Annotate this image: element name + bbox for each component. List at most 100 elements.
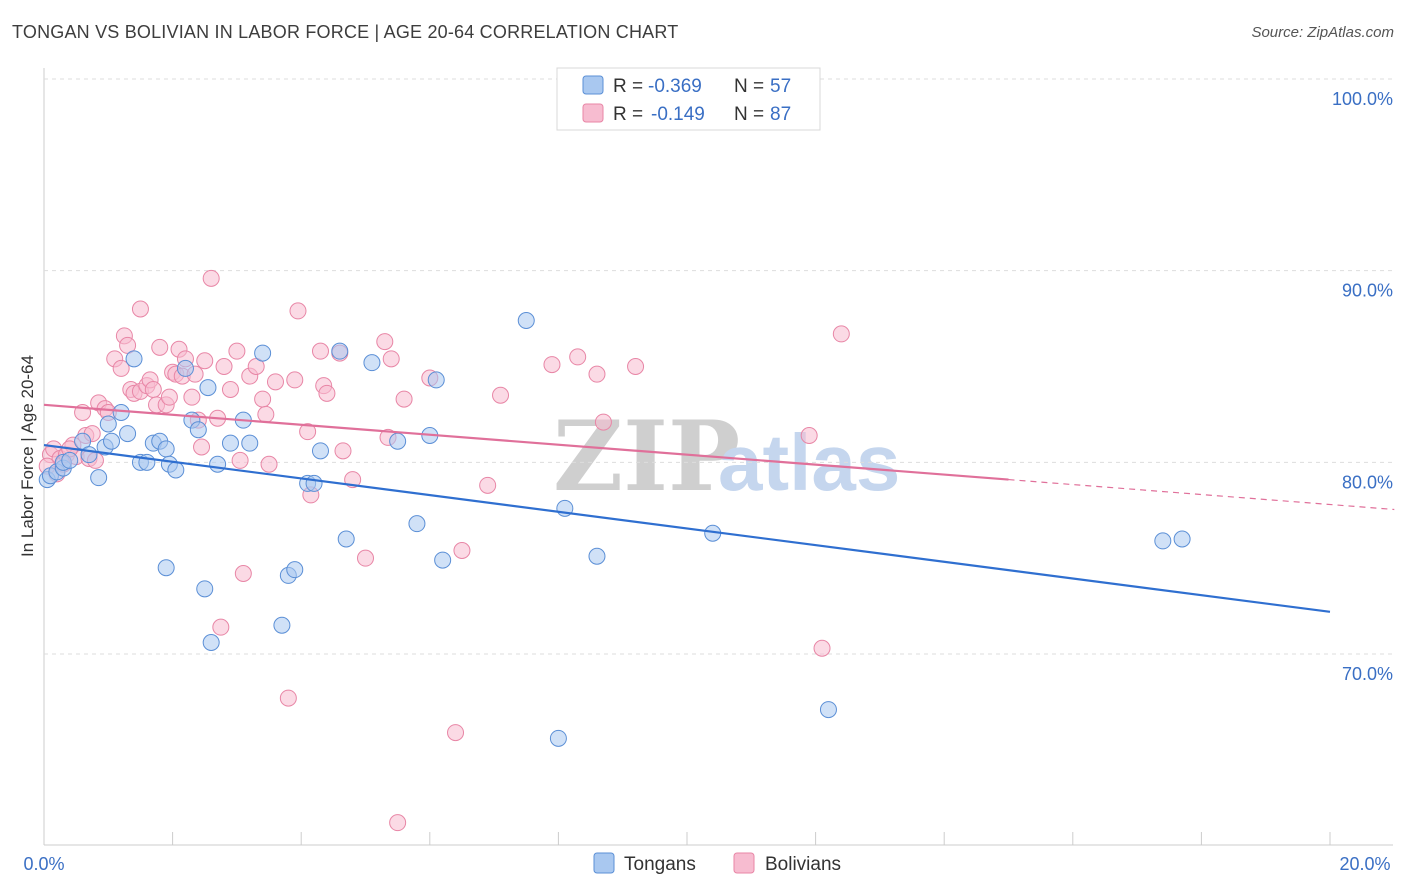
bolivian-trend-line xyxy=(43,403,1009,481)
tongan-point-48 xyxy=(517,312,535,329)
tongan-point-13 xyxy=(119,425,137,443)
bolivian-point-81 xyxy=(627,358,645,375)
tongan-point-7 xyxy=(80,446,98,464)
tongan-point-44 xyxy=(408,515,426,533)
tongans-legend-label: Tongans xyxy=(624,854,696,875)
chart-title: TONGAN VS BOLIVIAN IN LABOR FORCE | AGE … xyxy=(12,22,679,42)
bolivians-legend-swatch xyxy=(733,852,755,874)
tongan-point-40 xyxy=(331,342,349,360)
bolivian-point-62 xyxy=(318,384,336,402)
bolivian-point-60 xyxy=(311,342,329,360)
bolivian-r-value: -0.149 xyxy=(651,104,705,125)
tongan-n-value: 57 xyxy=(770,76,791,97)
y-tick-labels: 70.0% 80.0% 90.0% 100.0% xyxy=(1332,89,1393,684)
bolivian-point-77 xyxy=(543,356,561,374)
x-ticks xyxy=(172,832,1331,845)
bolivian-point-56 xyxy=(286,371,304,389)
bolivian-point-39 xyxy=(193,438,211,456)
source-label: Source: ZipAtlas.com xyxy=(1251,24,1394,41)
bolivian-point-45 xyxy=(221,381,239,398)
tongan-point-43 xyxy=(389,432,407,450)
bolivian-point-78 xyxy=(569,348,587,366)
bolivian-point-17 xyxy=(112,359,130,377)
bolivian-point-52 xyxy=(257,405,275,423)
tongan-legend-swatch xyxy=(582,75,604,95)
tongan-point-20 xyxy=(157,559,175,577)
tongan-r-label: R = xyxy=(613,76,643,97)
bolivians-legend-label: Bolivians xyxy=(765,854,841,875)
tongans-legend-swatch xyxy=(593,852,615,874)
bolivian-point-79 xyxy=(588,365,606,383)
tongan-point-54 xyxy=(1154,532,1172,550)
bolivian-point-44 xyxy=(215,358,233,375)
bolivian-point-30 xyxy=(160,388,178,406)
bolivian-point-70 xyxy=(389,814,407,832)
tongan-point-26 xyxy=(199,379,217,397)
y-tick-label-70: 70.0% xyxy=(1342,664,1393,684)
bolivian-point-57 xyxy=(289,302,307,320)
y-axis-title: In Labor Force | Age 20-64 xyxy=(18,355,37,557)
y-tick-label-100: 100.0% xyxy=(1332,89,1393,109)
tongan-point-39 xyxy=(311,442,329,460)
tongan-point-49 xyxy=(549,729,567,747)
bolivian-point-71 xyxy=(395,390,413,408)
bolivian-point-82 xyxy=(800,427,818,444)
bolivian-point-54 xyxy=(266,373,284,391)
y-tick-label-90: 90.0% xyxy=(1342,281,1393,301)
bolivian-legend-swatch xyxy=(582,103,604,123)
tongan-point-19 xyxy=(157,440,175,458)
bolivian-point-46 xyxy=(228,342,246,360)
tongan-point-10 xyxy=(99,415,117,433)
stats-legend: R = -0.369 N = 57 R = -0.149 N = 87 xyxy=(556,67,821,131)
tongan-point-30 xyxy=(221,434,239,452)
series-legend: Tongans Bolivians xyxy=(593,852,841,875)
tongan-point-32 xyxy=(241,434,259,452)
tongan-point-38 xyxy=(305,474,323,492)
tongan-point-51 xyxy=(588,547,606,565)
bolivian-point-66 xyxy=(357,549,374,567)
trend-lines xyxy=(43,403,1395,613)
tongan-point-11 xyxy=(103,432,121,450)
tongan-n-label: N = xyxy=(734,76,764,97)
tongan-point-33 xyxy=(254,344,272,362)
tongan-r-value: -0.369 xyxy=(648,76,702,97)
bolivian-point-36 xyxy=(183,388,201,406)
bolivian-n-label: N = xyxy=(734,104,764,125)
bolivian-point-73 xyxy=(447,724,465,742)
tongan-point-36 xyxy=(286,561,304,579)
bolivian-point-74 xyxy=(453,542,471,559)
bolivian-point-75 xyxy=(479,476,497,494)
y-tick-label-80: 80.0% xyxy=(1342,472,1393,492)
tongan-point-53 xyxy=(819,701,837,719)
bolivian-r-label: R = xyxy=(613,104,643,125)
tongan-point-23 xyxy=(176,359,194,377)
bolivian-point-51 xyxy=(254,390,272,408)
tongan-trend-line xyxy=(43,443,1331,613)
bolivian-point-47 xyxy=(231,451,249,469)
bolivian-point-83 xyxy=(813,639,831,657)
x-tick-label-max: 20.0% xyxy=(1339,854,1390,874)
bolivian-point-40 xyxy=(196,352,214,370)
bolivian-point-26 xyxy=(144,381,162,398)
tongan-point-8 xyxy=(90,469,108,487)
tongan-point-47 xyxy=(434,551,452,569)
bolivian-point-64 xyxy=(334,442,352,460)
tongan-point-27 xyxy=(196,580,214,598)
bolivian-trend-extension xyxy=(1008,478,1395,511)
tongan-point-25 xyxy=(189,421,207,439)
tongan-point-55 xyxy=(1173,530,1191,548)
tongan-points xyxy=(38,312,1191,747)
tongan-point-28 xyxy=(202,634,220,651)
tongan-point-34 xyxy=(273,616,291,634)
bolivian-points xyxy=(38,269,850,832)
tongan-point-46 xyxy=(427,371,445,389)
tongan-point-5 xyxy=(61,451,79,469)
tongan-point-41 xyxy=(337,530,355,548)
bolivian-point-84 xyxy=(832,325,850,343)
bolivian-point-41 xyxy=(202,269,220,287)
tongan-point-29 xyxy=(209,455,227,473)
bolivian-point-53 xyxy=(260,455,278,473)
bolivian-point-58 xyxy=(299,423,317,441)
tongan-point-14 xyxy=(125,350,143,368)
